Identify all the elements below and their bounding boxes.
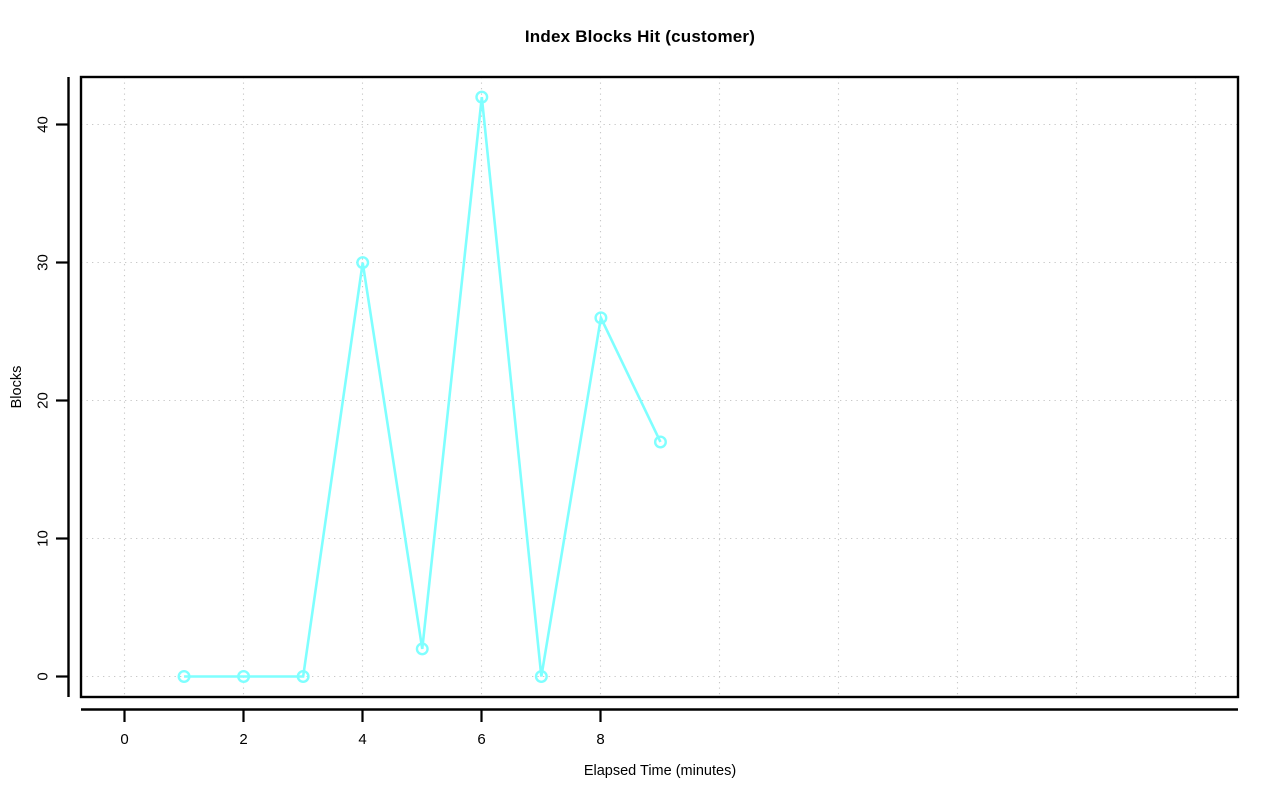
vertical-gridlines [123,77,1197,697]
y-tick-label-20: 20 [35,392,52,409]
y-tick-label-40: 40 [35,116,52,133]
plot-box-border [79,75,1240,699]
y-tick-label-10: 10 [35,530,52,547]
data-point-marker [475,90,489,104]
data-point-marker [237,670,251,684]
y-tick-label-0: 0 [35,672,52,680]
x-tick-label-8: 8 [596,731,604,748]
chart-title: Index Blocks Hit (customer) [524,27,756,46]
data-point-marker [534,670,548,684]
x-axis-title: Elapsed Time (minutes) [584,763,736,779]
x-tick-label-6: 6 [477,731,485,748]
y-axis-tick-labels: 0 10 20 30 40 [35,116,52,681]
data-point-marker [177,670,191,684]
data-point-marker [415,642,429,656]
x-tick-label-2: 2 [239,731,247,748]
data-point-marker [594,311,608,325]
x-axis-tick-labels: 0 2 4 6 8 [120,731,604,748]
y-axis-title: Blocks [9,366,25,409]
data-point-marker [296,670,310,684]
y-axis-ticks [56,123,69,678]
x-axis-ticks [123,709,602,722]
y-tick-label-30: 30 [35,254,52,271]
data-point-markers [177,90,667,684]
data-series-line [184,96,662,678]
x-tick-label-0: 0 [120,731,128,748]
x-tick-label-4: 4 [358,731,366,748]
data-point-marker [653,435,667,449]
horizontal-gridlines [81,123,1238,678]
data-point-marker [356,256,370,270]
